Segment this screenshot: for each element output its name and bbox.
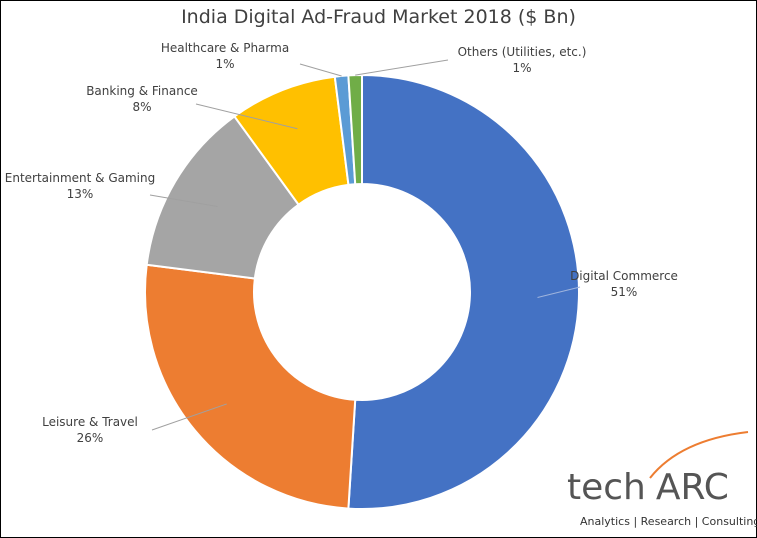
- logo-brand-a: tech: [567, 467, 646, 508]
- slice-others-utilities-etc: [347, 73, 363, 186]
- logo-brand-b: ARC: [655, 467, 729, 508]
- slice-name-label: Banking & Finance: [86, 84, 198, 98]
- slice-value-label: 26%: [77, 431, 104, 445]
- leader-line: [537, 286, 581, 299]
- slice-value-label: 1%: [215, 57, 234, 71]
- leader-line: [195, 103, 298, 130]
- logo-arc-icon: [649, 431, 749, 479]
- slice-name-label: Entertainment & Gaming: [5, 171, 155, 185]
- leader-line: [299, 63, 342, 77]
- slice-digital-commerce: [347, 73, 580, 510]
- leader-line: [149, 194, 218, 207]
- slice-name-label: Healthcare & Pharma: [161, 41, 289, 55]
- slice-value-label: 1%: [512, 61, 531, 75]
- logo-tagline: Analytics | Research | Consulting: [580, 515, 757, 528]
- leader-line: [151, 403, 227, 431]
- slice-value-label: 8%: [132, 100, 151, 114]
- slice-leisure-travel: [144, 263, 357, 510]
- slice-name-label: Others (Utilities, etc.): [458, 45, 587, 59]
- chart-title: India Digital Ad-Fraud Market 2018 ($ Bn…: [181, 6, 576, 28]
- slice-name-label: Digital Commerce: [570, 269, 678, 283]
- slice-value-label: 51%: [611, 285, 638, 299]
- leader-line: [355, 59, 449, 76]
- slice-name-label: Leisure & Travel: [42, 415, 138, 429]
- logo: tech ARC: [567, 467, 729, 508]
- slice-value-label: 13%: [67, 187, 94, 201]
